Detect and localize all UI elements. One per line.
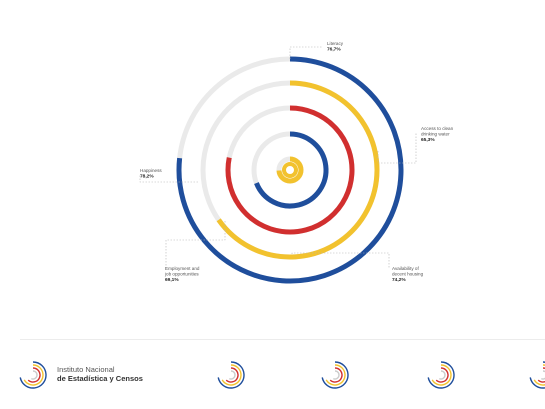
logo-ring (325, 364, 346, 386)
logo-ring (431, 364, 452, 386)
brand-name: Instituto Nacional de Estadística y Cens… (57, 365, 143, 383)
value-label: 78,2% (140, 173, 154, 179)
logo-ring (533, 364, 545, 386)
ring-arc (276, 156, 304, 184)
inec-logo-icon (217, 361, 245, 389)
leader-line (139, 175, 198, 183)
series-label: Access to clean (421, 126, 454, 131)
logo-ring (19, 361, 47, 389)
logo-ring (427, 361, 455, 389)
leader-line (291, 252, 390, 268)
brand-name-line1: Instituto Nacional (57, 365, 115, 374)
logo-ring (333, 370, 340, 380)
value-label: 69,1% (165, 277, 179, 283)
ring-arc (225, 105, 355, 235)
brand-name-line2: de Estadística y Censos (57, 374, 143, 383)
logo-ring (529, 361, 545, 389)
center-ring (282, 162, 298, 178)
series-label: Employment and (165, 266, 200, 271)
ring-arc (176, 56, 404, 284)
logo-ring (439, 370, 446, 380)
value-label: 76,7% (327, 46, 341, 52)
series-label: job opportunities (164, 271, 199, 276)
inec-logo-icon (19, 361, 47, 389)
logo-ring (225, 367, 239, 383)
inec-logo-icon (529, 361, 545, 389)
value-label: 65,3% (421, 137, 435, 143)
ring-arc (216, 80, 380, 260)
logo-ring (23, 364, 44, 386)
series-label: Happiness (140, 168, 162, 173)
logo-ring (435, 367, 449, 383)
leader-line (165, 221, 226, 268)
footer-divider (20, 339, 545, 340)
logo-ring (321, 361, 349, 389)
series-label: Literacy (327, 41, 344, 46)
logo-ring (27, 367, 41, 383)
leader-line (289, 46, 322, 59)
series-label: Availability of (392, 266, 419, 271)
logo-ring (31, 370, 38, 380)
series-label: decent housing (392, 271, 424, 276)
logo-ring (221, 364, 242, 386)
logo-ring (541, 370, 545, 380)
ring-arc (254, 131, 329, 209)
logo-ring (329, 367, 343, 383)
inec-logo-icon (427, 361, 455, 389)
series-label: drinking water (421, 131, 450, 136)
logo-ring (217, 361, 245, 389)
logo-ring (537, 367, 545, 383)
inec-logo-icon (321, 361, 349, 389)
logo-ring (229, 370, 236, 380)
value-label: 74,2% (392, 277, 406, 283)
leader-line (377, 132, 417, 164)
